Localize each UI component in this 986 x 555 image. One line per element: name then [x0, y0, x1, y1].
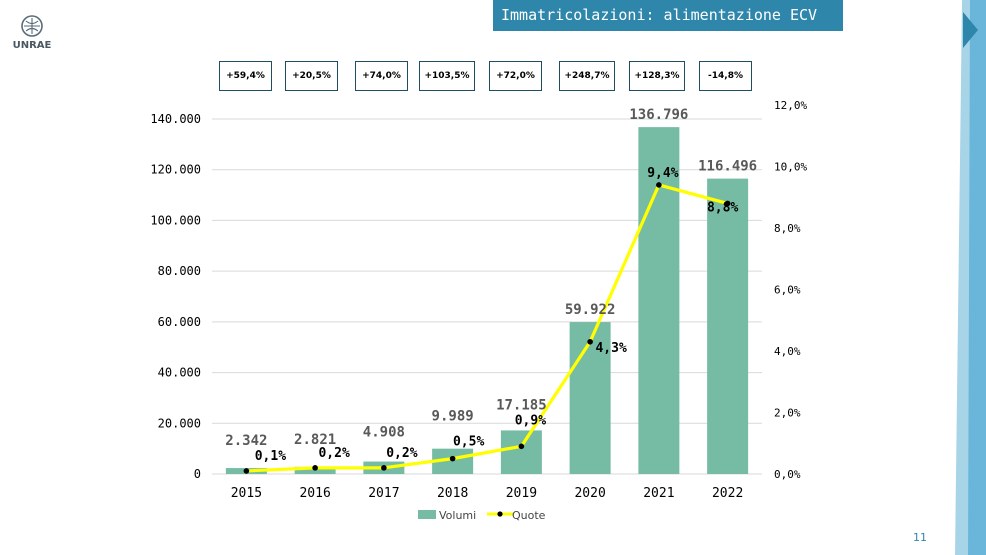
y-right-tick-label: 2,0% [774, 407, 801, 420]
volume-label-2022: 116.496 [698, 159, 757, 175]
quote-label-2016: 0,2% [318, 446, 349, 461]
y-left-tick-label: 0 [194, 467, 201, 481]
y-right-tick-label: 12,0% [774, 99, 807, 112]
legend-marker-quote [497, 511, 503, 517]
volume-label-2019: 17.185 [496, 397, 547, 413]
volume-label-2020: 59.922 [565, 302, 616, 318]
x-tick-label: 2015 [231, 486, 262, 501]
x-tick-label: 2021 [643, 486, 674, 501]
growth-box: +128,3% [629, 61, 685, 91]
x-tick-label: 2022 [712, 486, 743, 501]
volume-label-2021: 136.796 [629, 107, 688, 123]
legend-label-volumi: Volumi [439, 509, 476, 522]
y-left-tick-label: 20.000 [158, 416, 201, 430]
volume-label-2017: 4.908 [363, 425, 405, 441]
bar-2022 [707, 178, 749, 474]
y-right-tick-label: 6,0% [774, 284, 801, 297]
y-left-tick-label: 60.000 [158, 315, 201, 329]
y-right-tick-label: 8,0% [774, 222, 801, 235]
quote-label-2022: 8,8% [707, 200, 738, 215]
quote-label-2018: 0,5% [453, 435, 484, 450]
quote-point-2022 [724, 200, 731, 207]
quote-point-2020 [587, 338, 593, 345]
x-tick-label: 2019 [506, 486, 537, 501]
y-left-tick-label: 120.000 [150, 163, 201, 177]
unrae-logo: UNRAE [13, 15, 52, 51]
bar-2020 [569, 322, 611, 474]
y-left-tick-label: 40.000 [158, 366, 201, 380]
quote-label-2020: 4,3% [595, 341, 626, 356]
y-left-tick-label: 100.000 [150, 213, 201, 227]
quote-label-2019: 0,9% [515, 413, 546, 428]
gridlines [212, 118, 762, 475]
quote-label-2021: 9,4% [647, 166, 678, 181]
growth-box: +74,0% [355, 61, 408, 91]
line-quote [243, 182, 731, 474]
y-left-tick-label: 80.000 [158, 264, 201, 278]
legend-swatch-volumi [418, 510, 436, 519]
y-right-tick-label: 4,0% [774, 345, 801, 358]
quote-point-2018 [449, 455, 456, 462]
quote-point-2015 [243, 468, 250, 474]
growth-box: +72,0% [489, 61, 542, 91]
growth-box: +248,7% [559, 61, 615, 91]
legend-label-quote: Quote [512, 509, 546, 522]
volume-label-2015: 2.342 [225, 433, 267, 449]
axes: 0 20.000 40.000 60.000 80.000 100.000 120.000 1… [150, 99, 807, 501]
quote-point-2017 [381, 465, 387, 471]
volume-label-2016: 2.821 [294, 432, 336, 448]
quote-point-2016 [312, 465, 318, 471]
data-labels: 2.342 2.821 4.908 9.989 17.185 59.922 136.796 1… [225, 107, 757, 464]
growth-box: +103,5% [419, 61, 475, 91]
volume-label-2018: 9.989 [432, 409, 474, 425]
growth-box: +59,4% [219, 61, 272, 91]
y-right-tick-label: 10,0% [774, 161, 807, 174]
quote-label-2017: 0,2% [386, 446, 417, 461]
quote-line [246, 183, 729, 473]
quote-point-2021 [656, 182, 662, 188]
x-tick-label: 2016 [299, 486, 330, 501]
y-left-tick-label: 140.000 [150, 112, 201, 126]
y-right-tick-label: 0,0% [774, 468, 801, 481]
x-tick-label: 2017 [368, 486, 399, 501]
growth-box: +20,5% [285, 61, 338, 91]
growth-box: -14,8% [699, 61, 752, 91]
quote-label-2015: 0,1% [255, 449, 286, 464]
x-tick-label: 2020 [574, 486, 605, 501]
bar-2019 [500, 430, 542, 474]
quote-point-2019 [518, 443, 525, 450]
x-tick-label: 2018 [437, 486, 468, 501]
logo-text: UNRAE [13, 40, 52, 51]
slide-title: Immatricolazioni: alimentazione ECV [493, 0, 843, 31]
page-number: 11 [913, 531, 927, 544]
legend: Volumi Quote [418, 509, 546, 522]
